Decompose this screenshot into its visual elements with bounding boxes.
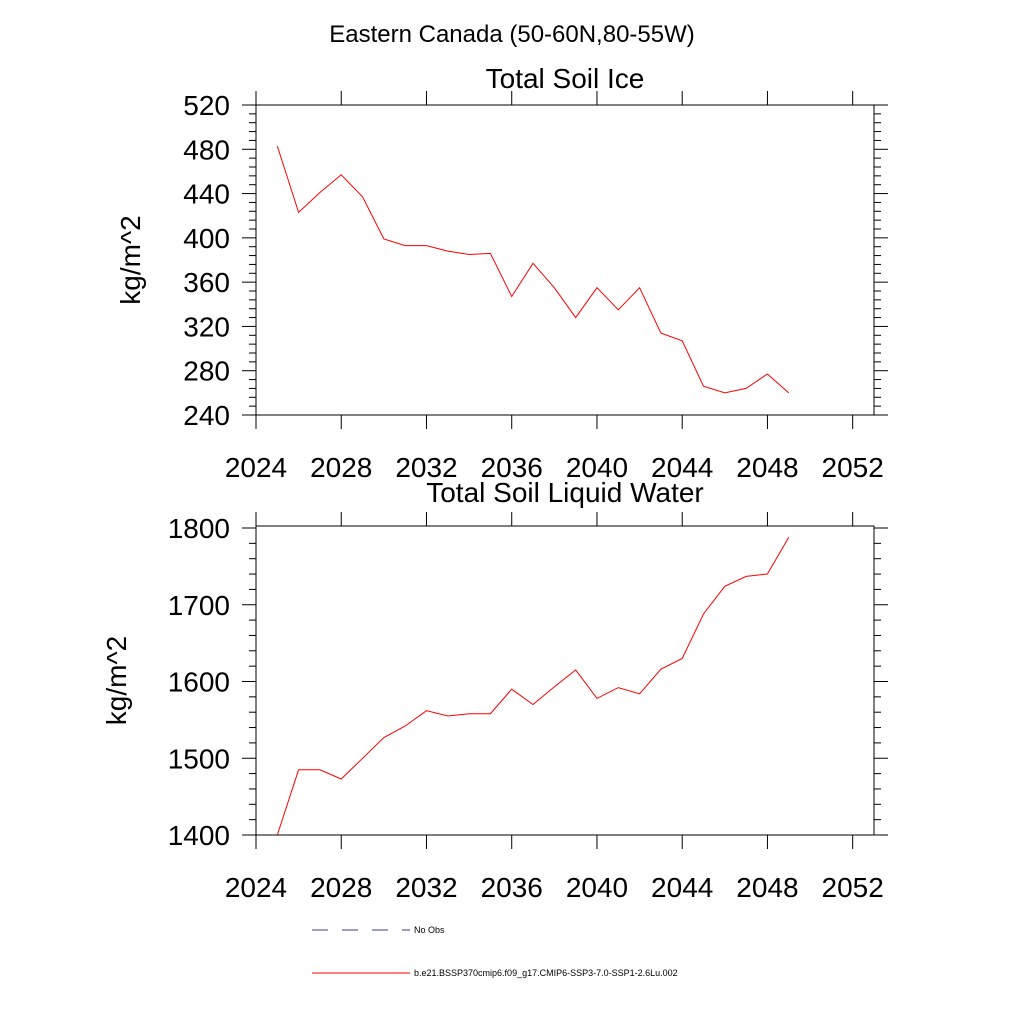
x-tick-label: 2036 bbox=[481, 872, 543, 903]
plot-frame bbox=[255, 104, 875, 416]
y-tick-label: 360 bbox=[183, 267, 230, 298]
y-axis-label: kg/m^2 bbox=[101, 636, 132, 725]
x-tick-label: 2024 bbox=[225, 872, 287, 903]
y-tick-label: 1800 bbox=[168, 513, 230, 544]
panel-total-soil-liquid-water: Total Soil Liquid Water kg/m^2 2024 2028 203… bbox=[101, 477, 888, 903]
x-tick-label: 2032 bbox=[395, 872, 457, 903]
plot-frame bbox=[255, 525, 875, 836]
y-tick-label: 400 bbox=[183, 223, 230, 254]
legend: No Obs b.e21.BSSP370cmip6.f09_g17.CMIP6-… bbox=[312, 925, 678, 978]
x-tick-label: 2028 bbox=[310, 872, 372, 903]
x-tick-label: 2040 bbox=[566, 452, 628, 483]
x-tick-label: 2044 bbox=[651, 872, 713, 903]
x-tick-label: 2048 bbox=[736, 452, 798, 483]
series-line bbox=[276, 536, 790, 836]
y-tick-label: 1700 bbox=[168, 590, 230, 621]
y-tick-label: 480 bbox=[183, 134, 230, 165]
y-tick-label: 1400 bbox=[168, 820, 230, 851]
x-tick-label: 2052 bbox=[822, 452, 884, 483]
y-tick-label: 1500 bbox=[168, 743, 230, 774]
x-tick-label: 2052 bbox=[822, 872, 884, 903]
panel-total-soil-ice: Total Soil Ice kg/m^2 2024 2028 2032 2036 2040… bbox=[115, 63, 888, 483]
figure-title: Eastern Canada (50-60N,80-55W) bbox=[329, 21, 695, 48]
panel-title: Total Soil Liquid Water bbox=[426, 477, 704, 508]
series-line bbox=[276, 145, 790, 394]
y-tick-label: 1600 bbox=[168, 667, 230, 698]
y-tick-label: 320 bbox=[183, 311, 230, 342]
y-tick-label: 240 bbox=[183, 400, 230, 431]
legend-label-no-obs: No Obs bbox=[414, 925, 445, 935]
x-tick-label: 2048 bbox=[736, 872, 798, 903]
legend-label-model: b.e21.BSSP370cmip6.f09_g17.CMIP6-SSP3-7.… bbox=[414, 968, 678, 978]
y-tick-label: 280 bbox=[183, 356, 230, 387]
x-tick-label: 2028 bbox=[310, 452, 372, 483]
y-axis-label: kg/m^2 bbox=[115, 215, 146, 304]
x-tick-label: 2036 bbox=[481, 452, 543, 483]
x-tick-label: 2032 bbox=[395, 452, 457, 483]
x-tick-label: 2024 bbox=[225, 452, 287, 483]
y-tick-label: 440 bbox=[183, 179, 230, 210]
x-tick-label: 2040 bbox=[566, 872, 628, 903]
x-tick-label: 2044 bbox=[651, 452, 713, 483]
y-tick-label: 520 bbox=[183, 90, 230, 121]
panel-title: Total Soil Ice bbox=[486, 63, 645, 94]
